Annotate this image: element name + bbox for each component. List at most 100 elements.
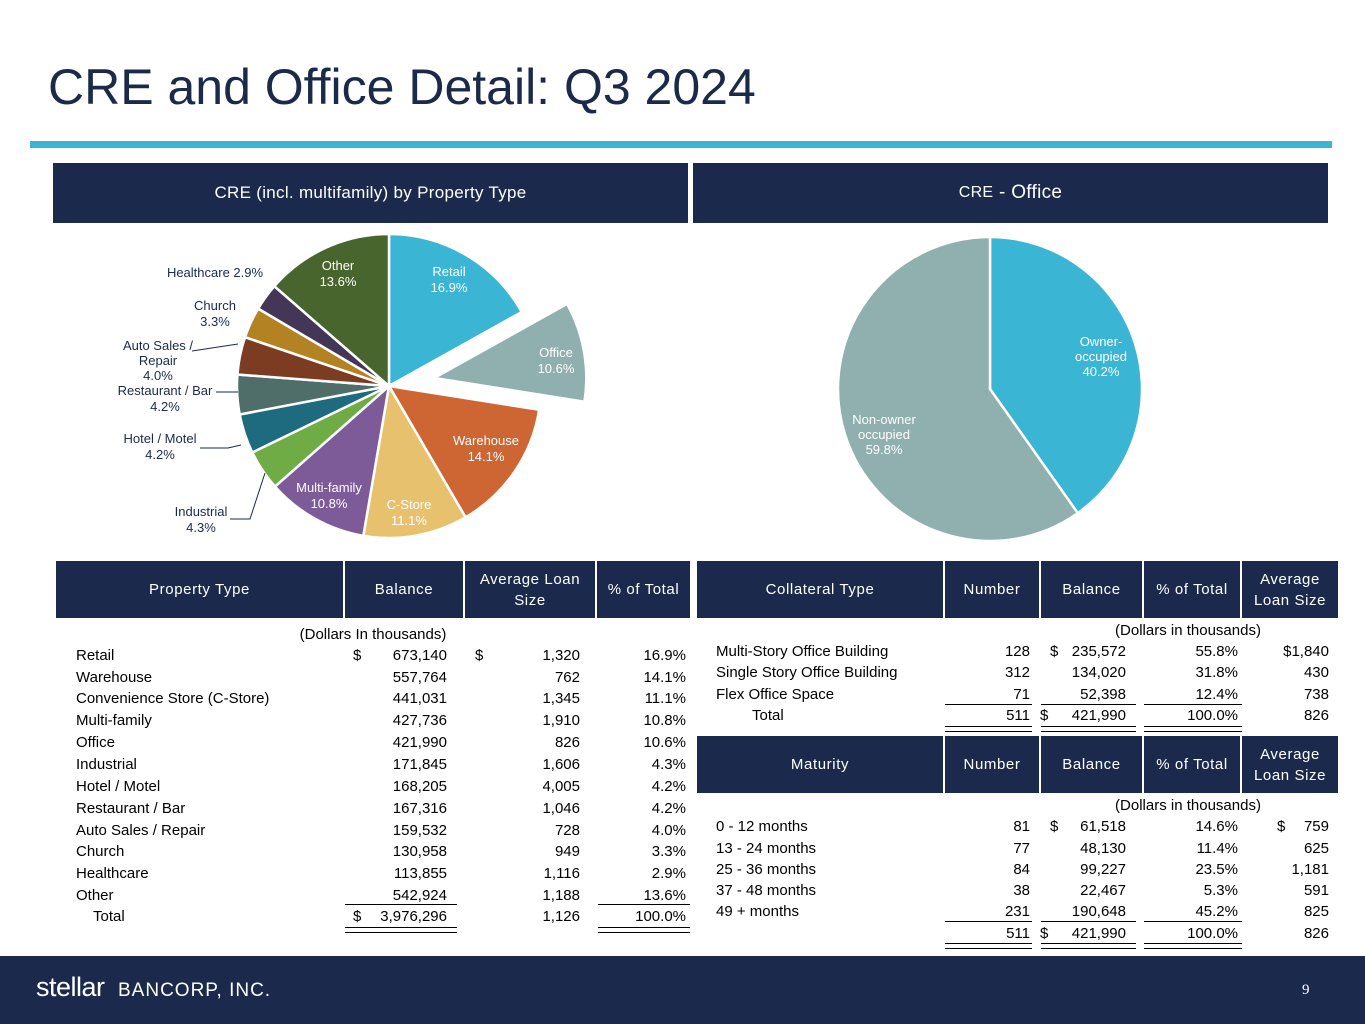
slide-title: CRE and Office Detail: Q3 2024 <box>48 59 756 115</box>
currency-symbol: $ <box>1040 707 1049 724</box>
subtotal-line <box>945 704 1032 705</box>
maturity-row-percent: 5.3% <box>1203 882 1238 899</box>
property-row-avg-loan: 826 <box>554 734 580 751</box>
property-row-avg-loan: 728 <box>554 822 580 839</box>
total-double-line <box>1144 943 1242 949</box>
col-balance: Balance <box>1041 561 1144 618</box>
collateral-total-avg-loan: 826 <box>1303 707 1329 724</box>
pie-label-church: Church 3.3% <box>194 298 236 329</box>
property-row-avg-loan: 1,116 <box>543 865 580 882</box>
subtotal-line <box>598 904 690 905</box>
maturity-row-balance: 48,130 <box>1080 840 1126 857</box>
col-collateral-type: Collateral Type <box>697 561 945 618</box>
collateral-row-number: 312 <box>1004 664 1030 681</box>
maturity-row-name: 49 + months <box>716 903 799 920</box>
pie-label-office: Office 10.6% <box>538 345 575 376</box>
property-table-subheader: (Dollars In thousands) <box>299 626 447 643</box>
property-row-name: Retail <box>76 647 115 664</box>
collateral-row-balance: 134,020 <box>1071 664 1126 681</box>
property-row-percent: 10.6% <box>643 734 686 751</box>
property-row-balance: 441,031 <box>392 690 447 707</box>
total-double-line <box>1144 726 1242 732</box>
property-row-avg-loan: 1,345 <box>542 690 580 707</box>
charts-layer: Retail 16.9% Office 10.6% Warehouse 14.1% C… <box>118 232 1144 543</box>
property-row-balance: 421,990 <box>392 734 447 751</box>
property-row-name: Industrial <box>76 756 137 773</box>
page-number: 9 <box>1302 982 1310 998</box>
col-number: Number <box>945 736 1041 793</box>
property-row-balance: 673,140 <box>392 647 447 664</box>
property-row-avg-loan: 1,910 <box>542 712 580 729</box>
total-double-line <box>1041 943 1136 949</box>
property-row-name: Church <box>76 843 125 860</box>
maturity-row-name: 0 - 12 months <box>716 818 808 835</box>
collateral-table-subheader: (Dollars in thousands) <box>1115 622 1261 639</box>
property-total-balance: 3,976,296 <box>380 908 447 925</box>
maturity-row-percent: 11.4% <box>1196 840 1238 857</box>
maturity-row-number: 38 <box>1013 882 1030 899</box>
maturity-row-avg-loan: 591 <box>1303 882 1329 899</box>
collateral-total-number: 511 <box>1006 707 1030 724</box>
property-row-name: Multi-family <box>76 712 152 729</box>
collateral-row-avg-loan: $1,840 <box>1283 643 1329 660</box>
collateral-table-header: Collateral Type Number Balance % of Tota… <box>697 561 1338 618</box>
maturity-row-number: 231 <box>1004 903 1030 920</box>
logo-stellar: stellar <box>36 972 105 1002</box>
col-balance: Balance <box>1041 736 1144 793</box>
office-pie-chart <box>836 235 1144 543</box>
total-double-line <box>945 726 1032 732</box>
property-row-balance: 159,532 <box>392 822 447 839</box>
property-row-avg-loan: 949 <box>554 843 580 860</box>
collateral-row-avg-loan: 430 <box>1303 664 1329 681</box>
property-row-name: Other <box>76 887 114 904</box>
property-row-avg-loan: 762 <box>554 669 580 686</box>
maturity-total-number: 511 <box>1006 925 1030 942</box>
col-property-type: Property Type <box>56 561 345 618</box>
maturity-row-balance: 22,467 <box>1080 882 1126 899</box>
property-total-avg-loan: 1,126 <box>542 908 580 925</box>
currency-symbol: $ <box>1040 925 1049 942</box>
col-percent-total: % of Total <box>1144 736 1242 793</box>
pie-label-industrial: Industrial 4.3% <box>175 504 228 535</box>
property-row-balance: 542,924 <box>392 887 447 904</box>
pie-label-cstore: C-Store 11.1% <box>387 497 432 528</box>
property-row-balance: 167,316 <box>392 800 447 817</box>
pie-label-hotel: Hotel / Motel 4.2% <box>124 431 197 462</box>
currency-symbol: $ <box>1050 818 1059 835</box>
pie-label-auto: Auto Sales / Repair 4.0% <box>123 338 193 383</box>
col-maturity: Maturity <box>697 736 945 793</box>
property-row-balance: 427,736 <box>392 712 447 729</box>
property-table-header: Property Type Balance Average Loan Size … <box>56 561 690 618</box>
total-double-line <box>945 943 1032 949</box>
currency-symbol: $ <box>1277 818 1286 835</box>
property-row-name: Healthcare <box>76 865 149 882</box>
subtotal-line <box>945 921 1032 922</box>
property-total-percent: 100.0% <box>635 908 686 925</box>
property-type-pie-chart <box>235 232 588 540</box>
property-slice-retail <box>387 232 524 389</box>
maturity-row-avg-loan: 825 <box>1303 903 1329 920</box>
property-slice-c-store <box>361 382 468 540</box>
maturity-row-percent: 23.5% <box>1195 861 1238 878</box>
pie-leader-lines <box>191 343 266 520</box>
collateral-row-avg-loan: 738 <box>1303 686 1329 703</box>
subtotal-line <box>1144 921 1242 922</box>
subtotal-line <box>1144 704 1242 705</box>
col-balance: Balance <box>345 561 465 618</box>
property-slice-warehouse <box>386 384 541 520</box>
maturity-total-percent: 100.0% <box>1187 925 1238 942</box>
cre-property-type-header: CRE (incl. multifamily) by Property Type <box>53 163 688 223</box>
property-row-percent: 2.9% <box>651 865 686 882</box>
property-row-balance: 557,764 <box>392 669 447 686</box>
col-percent-total: % of Total <box>607 581 680 598</box>
maturity-row-avg-loan: 1,181 <box>1291 861 1329 878</box>
collateral-row-balance: 235,572 <box>1071 643 1126 660</box>
office-slice-owner-occupied <box>988 235 1144 515</box>
collateral-total-percent: 100.0% <box>1187 707 1238 724</box>
maturity-total-avg-loan: 826 <box>1303 925 1329 942</box>
property-row-name: Auto Sales / Repair <box>76 822 206 839</box>
property-row-percent: 16.9% <box>643 647 686 664</box>
col-percent-total: % of Total <box>1144 561 1242 618</box>
cre-office-header-large: - Office <box>993 182 1063 203</box>
title-rule <box>30 141 1332 148</box>
